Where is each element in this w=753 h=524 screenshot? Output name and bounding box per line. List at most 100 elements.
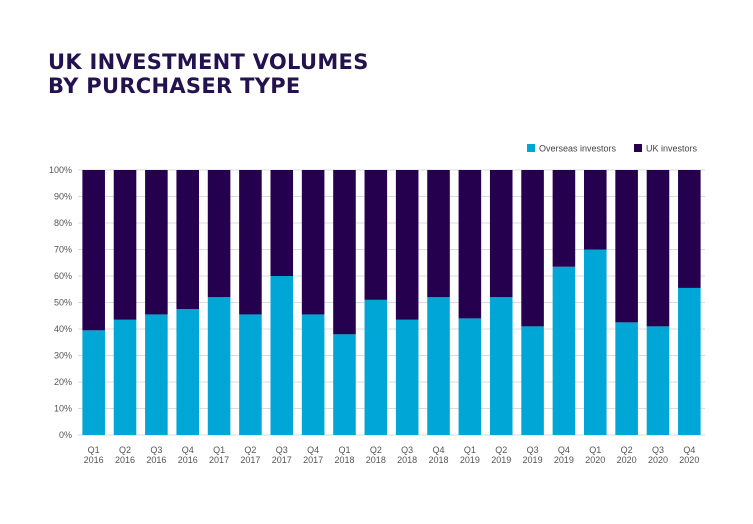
legend-label: UK investors: [646, 144, 698, 154]
x-tick-label: Q1: [213, 445, 225, 455]
legend-swatch: [634, 144, 642, 152]
x-tick-label: Q3: [652, 445, 664, 455]
bar-segment: [678, 287, 701, 435]
bar-segment: [458, 170, 482, 319]
x-tick-label: 2019: [460, 455, 480, 465]
bar-segment: [615, 170, 638, 323]
chart-title-line-1: UK INVESTMENT VOLUMES: [48, 50, 369, 74]
x-tick-label: 2020: [648, 455, 668, 465]
x-tick-label: 2018: [366, 455, 386, 465]
x-tick-label: Q1: [589, 445, 601, 455]
x-tick-label: Q2: [119, 445, 131, 455]
x-tick-label: Q2: [621, 445, 633, 455]
legend-swatch: [527, 144, 535, 152]
x-tick-label: 2020: [617, 455, 637, 465]
bar-segment: [521, 326, 544, 435]
y-tick-label: 50%: [54, 298, 72, 308]
x-tick-label: 2016: [146, 455, 166, 465]
y-tick-label: 20%: [54, 377, 72, 387]
x-tick-label: Q1: [464, 445, 476, 455]
bar-segment: [395, 319, 419, 435]
x-tick-label: Q4: [182, 445, 194, 455]
bar-segment: [489, 297, 513, 435]
chart-title-line-2: BY PURCHASER TYPE: [48, 74, 301, 98]
x-tick-label: 2018: [397, 455, 417, 465]
bar-segment: [176, 309, 200, 435]
gridlines: [78, 169, 705, 436]
bar-segment: [521, 170, 544, 327]
bar-segment: [489, 170, 513, 298]
y-tick-label: 70%: [54, 245, 72, 255]
bar-segment: [552, 266, 576, 435]
x-tick-label: Q3: [527, 445, 539, 455]
y-tick-label: 10%: [54, 404, 72, 414]
x-tick-label: 2020: [585, 455, 605, 465]
bar-segment: [82, 170, 105, 331]
x-tick-label: 2018: [334, 455, 354, 465]
x-tick-label: 2019: [491, 455, 511, 465]
chart-title: UK INVESTMENT VOLUMES BY PURCHASER TYPE: [48, 50, 369, 98]
x-axis: Q12016Q22016Q32016Q42016Q12017Q22017Q320…: [84, 445, 700, 465]
bar-segment: [583, 249, 607, 435]
x-tick-label: Q4: [558, 445, 570, 455]
y-tick-label: 90%: [54, 192, 72, 202]
bar-segment: [207, 170, 231, 298]
bar-segment: [333, 170, 356, 335]
x-tick-label: 2017: [303, 455, 323, 465]
bar-segment: [427, 297, 450, 435]
x-tick-label: Q4: [433, 445, 445, 455]
legend: Overseas investors UK investors: [527, 144, 698, 154]
bar-segment: [270, 276, 294, 435]
y-tick-label: 0%: [59, 430, 72, 440]
bar-segment: [552, 170, 576, 267]
bar-segment: [270, 170, 294, 276]
x-tick-label: Q2: [370, 445, 382, 455]
x-tick-label: Q1: [338, 445, 350, 455]
bar-segment: [615, 322, 638, 435]
bars: [82, 170, 701, 435]
x-tick-label: Q3: [401, 445, 413, 455]
x-tick-label: 2017: [272, 455, 292, 465]
y-tick-label: 80%: [54, 218, 72, 228]
bar-segment: [113, 319, 137, 435]
bar-segment: [678, 170, 701, 288]
x-tick-label: 2017: [240, 455, 260, 465]
x-tick-label: Q3: [276, 445, 288, 455]
y-tick-label: 30%: [54, 351, 72, 361]
bar-segment: [207, 297, 231, 435]
x-tick-label: 2016: [178, 455, 198, 465]
x-tick-label: 2018: [429, 455, 449, 465]
bar-segment: [145, 314, 168, 435]
bar-segment: [458, 318, 482, 435]
x-tick-label: Q4: [683, 445, 695, 455]
legend-label: Overseas investors: [539, 144, 617, 154]
bar-segment: [145, 170, 168, 315]
x-tick-label: Q2: [495, 445, 507, 455]
x-tick-label: Q1: [88, 445, 100, 455]
x-tick-label: 2020: [679, 455, 699, 465]
bar-segment: [364, 299, 388, 435]
x-tick-label: Q2: [244, 445, 256, 455]
bar-segment: [176, 170, 200, 310]
x-tick-label: 2017: [209, 455, 229, 465]
bar-segment: [113, 170, 137, 320]
y-tick-label: 60%: [54, 271, 72, 281]
bar-segment: [239, 314, 262, 435]
x-tick-label: 2019: [554, 455, 574, 465]
bar-segment: [364, 170, 388, 300]
y-axis: 0% 10% 20% 30% 40% 50% 60% 70% 80% 90% 100%: [49, 165, 72, 440]
x-tick-label: 2016: [115, 455, 135, 465]
x-tick-label: 2019: [523, 455, 543, 465]
y-tick-label: 40%: [54, 324, 72, 334]
bar-segment: [646, 326, 670, 435]
bar-segment: [395, 170, 419, 320]
bar-segment: [239, 170, 262, 315]
x-tick-label: Q4: [307, 445, 319, 455]
y-tick-label: 100%: [49, 165, 72, 175]
x-tick-label: Q3: [150, 445, 162, 455]
x-tick-label: 2016: [84, 455, 104, 465]
bar-segment: [301, 314, 325, 435]
bar-segment: [427, 170, 450, 298]
bar-segment: [82, 330, 105, 435]
